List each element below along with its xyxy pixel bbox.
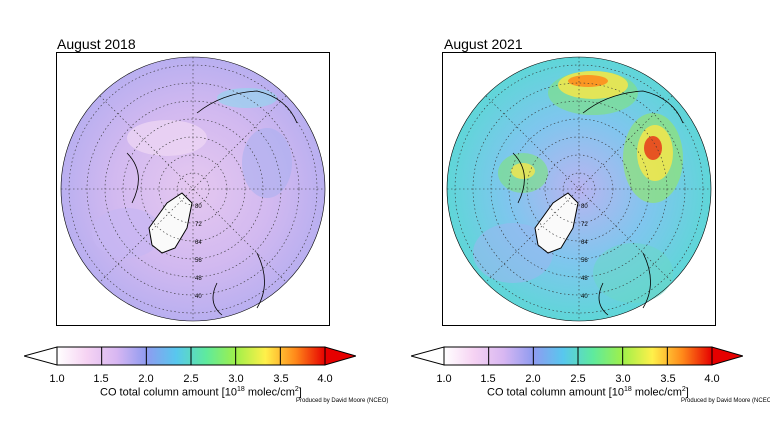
co-patch <box>644 136 662 160</box>
lat-label: 72 <box>195 222 202 228</box>
co-patch <box>242 128 292 198</box>
lat-label: 56 <box>581 258 588 264</box>
panel-title: August 2021 <box>444 36 523 52</box>
lat-label: 56 <box>195 258 202 264</box>
lat-labels: 80 72 64 56 48 40 <box>581 204 588 300</box>
polar-map: 80 72 64 56 48 40 <box>442 52 716 326</box>
tick-label: 1.0 <box>49 373 65 385</box>
lat-label: 80 <box>581 204 588 210</box>
tick-label: 2.0 <box>525 373 541 385</box>
co-patch <box>92 208 162 258</box>
credit-text: Produced by David Moore (NCEO) <box>296 398 389 404</box>
tick-label: 1.5 <box>480 373 496 385</box>
lat-label: 64 <box>581 240 588 246</box>
colorbar-min-arrow <box>409 346 445 366</box>
panel-2018: August 2018 <box>22 36 389 404</box>
tick-label: 1.5 <box>93 373 109 385</box>
lat-label: 80 <box>195 204 202 210</box>
tick-label: 4.0 <box>317 373 333 385</box>
map-svg-2018: 80 72 64 56 48 40 <box>60 56 326 322</box>
colorbar-max-arrow <box>711 346 745 366</box>
map-border <box>60 56 326 322</box>
colorbar-min-arrow <box>22 346 58 366</box>
lat-label: 40 <box>581 294 588 300</box>
tick-label: 2.5 <box>570 373 586 385</box>
greenland-outline <box>148 192 193 254</box>
co-patch <box>511 163 535 179</box>
tick-label: 1.0 <box>436 373 452 385</box>
lat-labels: 80 72 64 56 48 40 <box>195 204 202 300</box>
map-svg-2021: 80 72 64 56 48 40 <box>446 56 712 322</box>
tick-label: 3.0 <box>615 373 631 385</box>
colorbar-max-arrow <box>324 346 358 366</box>
meridians <box>447 57 711 321</box>
map-border <box>446 56 712 322</box>
tick-label: 3.5 <box>273 373 289 385</box>
colorbar <box>409 344 745 368</box>
tick-label: 2.0 <box>138 373 154 385</box>
co-patch <box>473 223 553 283</box>
co-patch <box>568 75 608 87</box>
co-patch <box>127 120 207 156</box>
meridians <box>61 57 325 321</box>
colorbar-svg <box>409 346 745 366</box>
lat-label: 48 <box>195 276 202 282</box>
lat-label: 64 <box>195 240 202 246</box>
coastline <box>512 90 684 316</box>
colorbar-svg <box>22 346 358 366</box>
tick-label: 3.0 <box>228 373 244 385</box>
lat-label: 72 <box>581 222 588 228</box>
lat-label: 40 <box>195 294 202 300</box>
polar-map: 80 72 64 56 48 40 <box>56 52 330 326</box>
tick-label: 3.5 <box>660 373 676 385</box>
colorbar-label: CO total column amount [1018 molec/cm2] <box>487 386 689 399</box>
colorbar-label: CO total column amount [1018 molec/cm2] <box>100 386 302 399</box>
co-patch <box>217 88 277 108</box>
greenland-outline <box>534 192 579 254</box>
colorbar <box>22 344 358 368</box>
tick-label: 2.5 <box>183 373 199 385</box>
co-patch <box>593 243 673 303</box>
credit-text: Produced by David Moore (NCEO) <box>681 398 770 404</box>
panel-title: August 2018 <box>57 36 136 52</box>
coastline <box>126 90 298 316</box>
panel-2021: August 2021 <box>385 0 770 433</box>
tick-label: 4.0 <box>704 373 720 385</box>
lat-label: 48 <box>581 276 588 282</box>
